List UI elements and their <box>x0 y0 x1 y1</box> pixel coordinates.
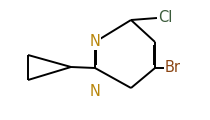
Text: N: N <box>89 35 100 49</box>
Text: Br: Br <box>165 60 181 75</box>
Text: Cl: Cl <box>158 11 172 26</box>
Text: N: N <box>89 84 100 99</box>
